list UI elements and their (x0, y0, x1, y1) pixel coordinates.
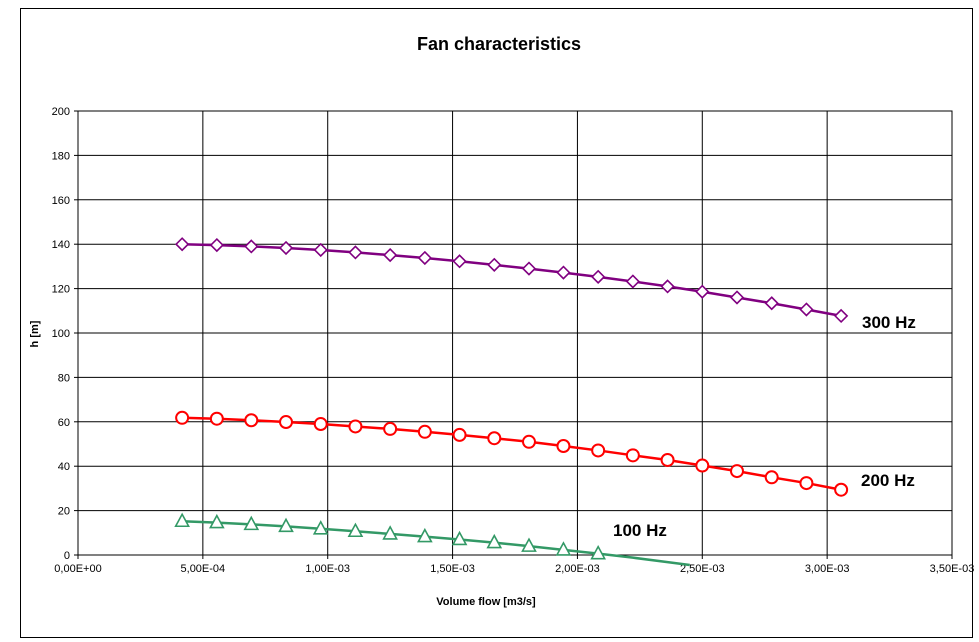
grid-lines (74, 110, 953, 559)
data-point-triangle (243, 515, 260, 531)
y-axis-label: h [m] (29, 320, 41, 347)
y-tick-label: 80 (58, 372, 70, 384)
data-point-triangle (174, 512, 190, 528)
data-point-circle (417, 424, 432, 439)
data-point-diamond (244, 239, 259, 254)
data-point-circle (313, 417, 328, 432)
data-point-circle (591, 443, 606, 458)
data-point-circle (209, 411, 224, 426)
y-tick-label: 160 (52, 195, 70, 207)
x-tick-label: 1,50E-03 (430, 563, 475, 575)
y-tick-label: 140 (52, 239, 70, 251)
data-point-diamond (487, 257, 502, 272)
data-point-diamond (556, 265, 571, 280)
tick-labels: 0 20 40 60 80 100 120 140 160 180 200 0,00E+00 5,00E… (52, 106, 974, 575)
series-name-label: 100 Hz (613, 521, 667, 540)
series-markers (174, 237, 849, 560)
data-point-diamond (521, 261, 537, 276)
chart-frame: Fan characteristics 0 20 40 60 80 100 120 140 16… (20, 8, 974, 638)
y-tick-label: 120 (52, 284, 70, 296)
data-point-circle (625, 448, 640, 463)
series-line (182, 520, 690, 567)
data-point-circle (695, 458, 710, 473)
data-point-circle (244, 413, 259, 428)
data-point-triangle (521, 537, 537, 552)
data-point-circle (556, 438, 571, 453)
x-tick-label: 5,00E-04 (181, 563, 226, 575)
data-point-triangle (312, 520, 329, 535)
data-point-diamond (833, 308, 849, 324)
data-point-triangle (486, 533, 503, 549)
y-tick-label: 200 (52, 106, 70, 118)
series-labels: 300 Hz 200 Hz 100 Hz (613, 313, 916, 540)
data-point-diamond (729, 290, 745, 305)
y-tick-label: 20 (58, 506, 70, 518)
x-tick-label: 2,50E-03 (680, 563, 725, 575)
data-point-circle (279, 415, 294, 430)
y-tick-label: 60 (58, 417, 70, 429)
data-point-triangle (590, 544, 606, 560)
data-point-diamond (660, 279, 675, 294)
data-point-triangle (278, 517, 294, 533)
chart-svg: Fan characteristics 0 20 40 60 80 100 120 140 16… (29, 34, 974, 608)
x-tick-label: 3,00E-03 (805, 563, 850, 575)
data-point-triangle (382, 525, 398, 540)
data-point-circle (487, 431, 502, 446)
series-name-label: 200 Hz (861, 471, 915, 490)
x-tick-label: 3,50E-03 (930, 563, 974, 575)
data-point-diamond (799, 302, 814, 317)
y-tick-label: 0 (64, 550, 70, 562)
data-point-circle (348, 419, 363, 434)
data-point-diamond (452, 254, 467, 269)
data-point-triangle (417, 527, 433, 543)
data-point-diamond (695, 284, 710, 299)
x-tick-label: 2,00E-03 (555, 563, 600, 575)
data-point-circle (834, 482, 849, 497)
data-point-circle (175, 410, 190, 425)
y-tick-label: 40 (58, 461, 70, 473)
data-point-diamond (174, 237, 190, 252)
x-axis-label: Volume flow [m3/s] (436, 596, 536, 608)
y-tick-label: 180 (52, 150, 70, 162)
data-point-diamond (348, 245, 363, 260)
data-point-triangle (347, 522, 364, 538)
y-tick-label: 100 (52, 328, 70, 340)
data-point-triangle (555, 541, 572, 556)
data-point-circle (660, 452, 675, 467)
data-point-circle (383, 421, 398, 436)
series-line (182, 416, 842, 491)
series-name-label: 300 Hz (862, 313, 916, 332)
data-point-diamond (591, 269, 606, 284)
data-point-diamond (209, 237, 224, 253)
plot-area-border (77, 110, 953, 556)
data-point-diamond (278, 240, 294, 256)
data-point-circle (764, 470, 779, 485)
data-point-triangle (451, 530, 468, 546)
data-point-diamond (764, 296, 779, 311)
series-line (182, 242, 842, 318)
data-point-circle (729, 464, 744, 479)
x-tick-label: 1,00E-03 (305, 563, 350, 575)
data-point-diamond (383, 247, 398, 263)
data-point-circle (799, 476, 814, 491)
data-point-diamond (625, 274, 640, 289)
data-point-diamond (417, 250, 432, 266)
series-lines (182, 242, 842, 567)
data-point-triangle (208, 513, 225, 529)
data-point-circle (452, 427, 467, 442)
data-point-circle (521, 434, 536, 449)
data-point-diamond (313, 242, 328, 258)
x-tick-label: 0,00E+00 (54, 563, 101, 575)
chart-title: Fan characteristics (417, 34, 581, 54)
